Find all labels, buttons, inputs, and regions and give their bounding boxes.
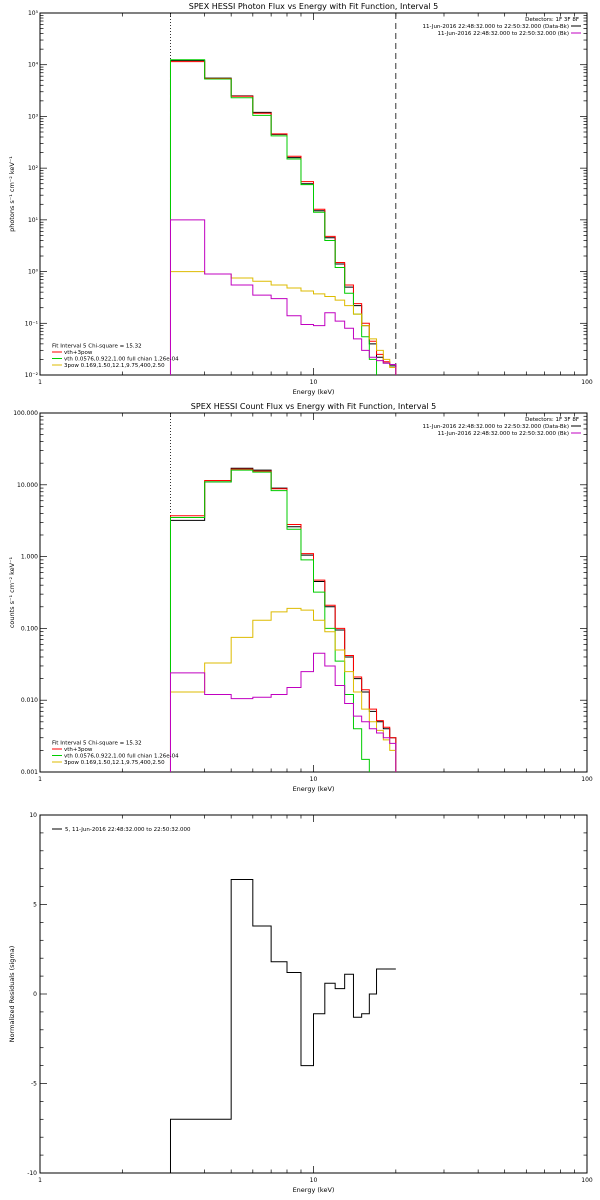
series-line-vth-3pow [169, 61, 397, 375]
y-tick-label: 0.001 [21, 769, 38, 776]
y-tick-label: 10⁰ [28, 269, 39, 276]
legend-right-label: 11-Jun-2016 22:48:32.000 to 22:50:32.000… [437, 31, 569, 37]
series-line-vth [169, 469, 397, 772]
series-line-vth [169, 59, 397, 375]
plot-frame [39, 814, 588, 1174]
y-axis-label: Normalized Residuals (sigma) [8, 946, 16, 1043]
x-tick-label: 1 [38, 1177, 42, 1184]
y-tick-label: 5 [33, 902, 37, 909]
series-line-bk [169, 652, 397, 772]
x-tick-label: 10 [310, 776, 318, 783]
series-line-vth-3pow [169, 468, 397, 772]
y-axis-label: photons s⁻¹ cm⁻² keV⁻¹ [8, 156, 16, 232]
legend-left-label: 5, 11-Jun-2016 22:48:32.000 to 22:50:32.… [65, 827, 191, 833]
x-tick-label: 10 [310, 379, 318, 386]
legend-left-label: 3pow 0.169,1.50,12.1,9.75,400,2.50 [64, 363, 165, 369]
legend-left-label: vth 0.0576,0.922,1.00 full chian 1.26e-0… [64, 357, 179, 363]
detectors-label: Detectors: 1F 3F 8F [525, 17, 579, 23]
series-line-5-11-jun-2016-22-48-32-000-to-22-50-32-000 [169, 878, 396, 1173]
x-tick-label: 100 [581, 776, 593, 783]
x-tick-label: 1 [38, 379, 42, 386]
series-line-data-bk [169, 467, 397, 772]
y-tick-label: 10⁴ [28, 62, 39, 69]
legend-left-label: 3pow 0.169,1.50,12.1,9.75,400,2.50 [64, 760, 165, 766]
y-tick-label: 10⁵ [28, 10, 39, 17]
series-line-bk [169, 219, 397, 375]
x-axis-label: Energy (keV) [293, 388, 335, 396]
y-tick-label: 0 [33, 991, 37, 998]
chart-panel-1: 1 10 100 10⁻² 10⁻¹ 10⁰ 10¹ 10² 10³ 10⁴ 10⁵ SPEX HES… [8, 2, 593, 396]
chart-title: SPEX HESSI Count Flux vs Energy with Fit… [191, 402, 436, 411]
chart-panel-3: 1 10 100 -10 -5 0 5 10 Energy (keV) Normalized Re… [8, 812, 593, 1194]
y-tick-label: 0.010 [21, 697, 38, 704]
x-axis-label: Energy (keV) [293, 1186, 335, 1194]
legend-left-heading: Fit Interval 5 Chi-square = 15.32 [52, 344, 142, 350]
y-tick-label: 10 [29, 812, 37, 819]
x-tick-label: 1 [38, 776, 42, 783]
x-axis-label: Energy (keV) [293, 785, 335, 793]
x-tick-label: 100 [581, 1177, 593, 1184]
y-tick-label: 10.000 [17, 482, 38, 489]
chart-panel-2: 1 10 100 0.001 0.010 0.100 1.000 10.000 100.000 S… [8, 402, 593, 793]
y-tick-label: 1.000 [21, 554, 38, 561]
legend-right-label: 11-Jun-2016 22:48:32.000 to 22:50:32.000… [437, 431, 569, 437]
y-tick-label: 100.000 [13, 410, 38, 417]
x-tick-label: 10 [310, 1177, 318, 1184]
legend-left-label: vth 0.0576,0.922,1.00 full chian 1.26e-0… [64, 754, 179, 760]
x-tick-label: 100 [581, 379, 593, 386]
y-tick-label: -10 [27, 1170, 37, 1177]
y-tick-label: 10⁻² [25, 372, 39, 379]
legend-right-label: 11-Jun-2016 22:48:32.000 to 22:50:32.000… [423, 424, 569, 430]
y-axis-label: counts s⁻¹ cm⁻² keV⁻¹ [8, 556, 16, 628]
legend-right-label: 11-Jun-2016 22:48:32.000 to 22:50:32.000… [423, 24, 569, 30]
series-line-3pow [169, 607, 397, 772]
chart-title: SPEX HESSI Photon Flux vs Energy with Fi… [189, 2, 439, 11]
series-line-3pow [169, 271, 397, 375]
legend-left-label: vth+3pow [64, 350, 93, 356]
detectors-label: Detectors: 1F 3F 8F [525, 417, 579, 423]
y-tick-label: 10¹ [28, 217, 39, 224]
y-tick-label: -5 [31, 1081, 37, 1088]
y-tick-label: 10⁻¹ [25, 320, 39, 327]
legend-left-label: vth+3pow [64, 747, 93, 753]
legend-left-heading: Fit Interval 5 Chi-square = 15.32 [52, 741, 142, 747]
y-tick-label: 10³ [28, 113, 39, 120]
y-tick-label: 0.100 [21, 625, 38, 632]
y-tick-label: 10² [28, 165, 39, 172]
